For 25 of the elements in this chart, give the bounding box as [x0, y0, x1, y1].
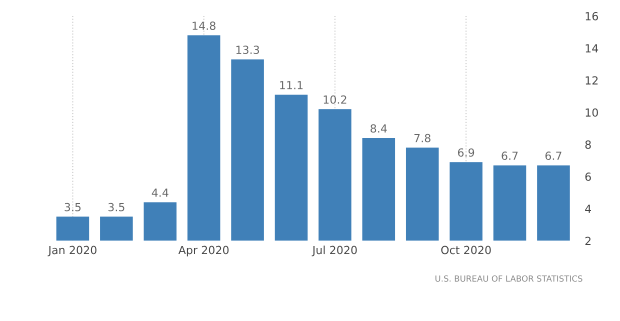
x-tick-label: Jul 2020 — [312, 246, 357, 256]
data-label: 11.1 — [280, 81, 303, 90]
y-tick-label: 16 — [586, 12, 598, 20]
data-label: 6.7 — [545, 152, 562, 160]
data-label: 7.8 — [414, 134, 430, 142]
y-tick-label: 8 — [585, 140, 591, 149]
x-tick-label: Apr 2020 — [178, 246, 229, 256]
text: U.S. BUREAU OF LABOR STATISTICS — [435, 275, 582, 282]
y-tick-label: 12 — [586, 76, 598, 84]
data-label: 6.7 — [502, 152, 518, 160]
data-label: 6.9 — [458, 148, 474, 157]
data-label: 14.8 — [192, 22, 216, 30]
data-label: 3.5 — [64, 202, 81, 212]
x-tick-label: Oct 2020 — [441, 246, 491, 254]
x-tick-label: Jan 2020 — [48, 246, 96, 256]
y-tick-label: 10 — [586, 108, 598, 117]
data-label: 8.4 — [370, 124, 387, 133]
y-tick-label: 14 — [586, 44, 598, 52]
y-tick-label: 2 — [585, 236, 591, 245]
data-label: 3.5 — [108, 202, 124, 212]
data-label: 13.3 — [236, 46, 260, 54]
data-label: 4.4 — [152, 188, 168, 197]
y-tick-label: 6 — [585, 172, 591, 181]
y-tick-label: 4 — [585, 204, 592, 213]
data-label: 10.2 — [324, 95, 346, 104]
